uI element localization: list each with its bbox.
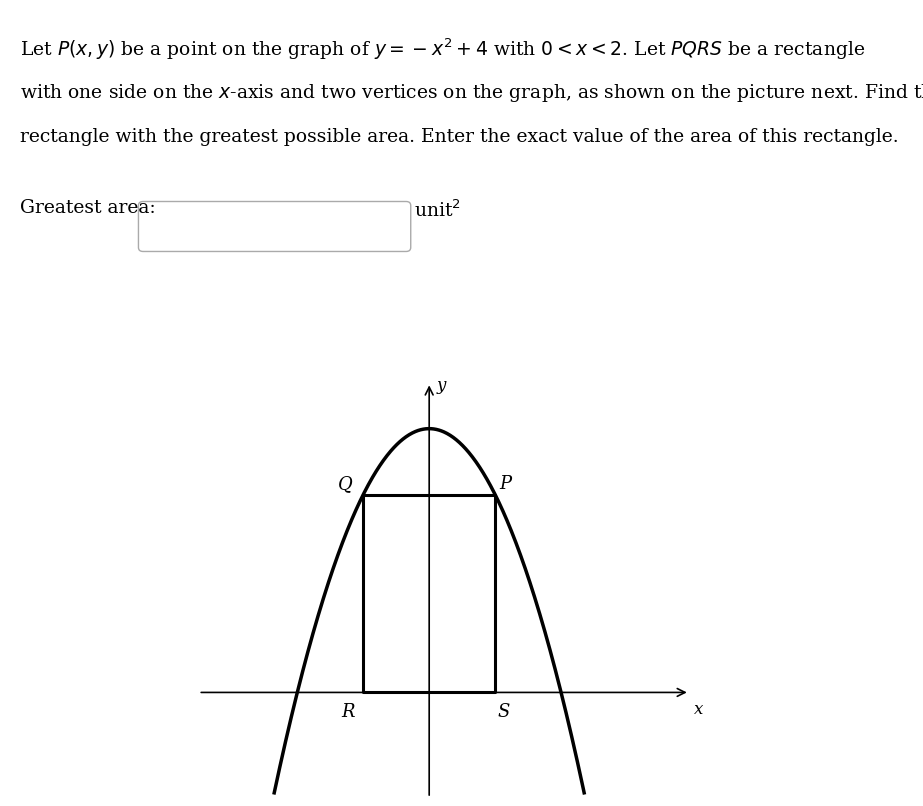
- FancyBboxPatch shape: [138, 202, 411, 251]
- Text: P: P: [499, 475, 511, 493]
- Text: R: R: [342, 703, 354, 721]
- Text: y: y: [438, 377, 447, 394]
- Text: Let $P(x, y)$ be a point on the graph of $y = -x^2 + 4$ with $0 < x < 2$. Let $\: Let $P(x, y)$ be a point on the graph of…: [20, 36, 866, 62]
- Text: Q: Q: [338, 475, 353, 493]
- Text: Greatest area:: Greatest area:: [20, 199, 156, 217]
- Text: unit$^2$: unit$^2$: [414, 199, 461, 221]
- Text: x: x: [694, 701, 703, 718]
- Text: S: S: [497, 703, 510, 721]
- Text: with one side on the $x$-axis and two vertices on the graph, as shown on the pic: with one side on the $x$-axis and two ve…: [20, 82, 923, 104]
- Text: rectangle with the greatest possible area. Enter the exact value of the area of : rectangle with the greatest possible are…: [20, 128, 899, 146]
